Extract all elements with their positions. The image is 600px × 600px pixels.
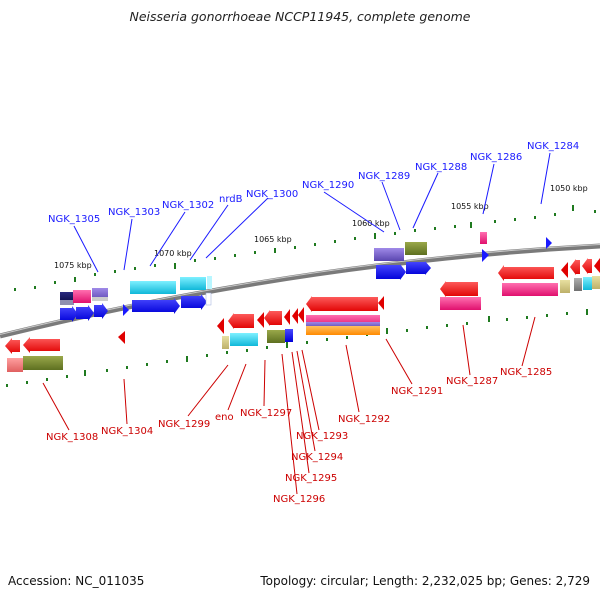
kbp-1070-label: 1070 kbp xyxy=(154,249,192,258)
label-ngk-1286[interactable]: NGK_1286 xyxy=(470,152,522,163)
bottom-leader-lines xyxy=(42,316,536,495)
label-nrdb[interactable]: nrdB xyxy=(219,194,243,205)
gene-ngk-1300-arrow[interactable] xyxy=(132,298,180,314)
gene-ngk-1303-arrow[interactable] xyxy=(123,304,129,316)
gene-ngk-1302-bar[interactable] xyxy=(130,281,176,294)
gene-ngk-1284-arrow[interactable] xyxy=(546,237,552,249)
label-ngk-1302[interactable]: NGK_1302 xyxy=(162,200,214,211)
accession-label: Accession: NC_011035 xyxy=(8,574,145,588)
label-ngk-1305[interactable]: NGK_1305 xyxy=(48,214,100,225)
gene-ngk-1308-arrow[interactable] xyxy=(5,338,20,354)
gene-ngk-1285-arrow[interactable] xyxy=(498,265,554,281)
kbp-1075-label: 1075 kbp xyxy=(54,261,92,270)
label-ngk-1308[interactable]: NGK_1308 xyxy=(46,432,98,443)
gene-ngk-1286-arrow[interactable] xyxy=(482,249,489,262)
label-ngk-1287[interactable]: NGK_1287 xyxy=(446,376,498,387)
label-ngk-1284[interactable]: NGK_1284 xyxy=(527,141,579,152)
label-ngk-1296[interactable]: NGK_1296 xyxy=(273,494,325,505)
label-ngk-1290[interactable]: NGK_1290 xyxy=(302,180,354,191)
kbp-1050-label: 1050 kbp xyxy=(550,184,588,193)
top-leader-lines xyxy=(73,152,551,273)
gene-ngk-1304-arrow[interactable] xyxy=(118,331,125,344)
kbp-1065-label: 1065 kbp xyxy=(254,235,292,244)
label-ngk-1300[interactable]: NGK_1300 xyxy=(246,189,298,200)
gene-ngk-1290-arrow[interactable] xyxy=(376,264,406,280)
label-ngk-1293[interactable]: NGK_1293 xyxy=(296,431,348,442)
label-ngk-1288[interactable]: NGK_1288 xyxy=(415,162,467,173)
forward-strand-features xyxy=(60,232,552,322)
label-ngk-1295[interactable]: NGK_1295 xyxy=(285,473,337,484)
label-ngk-1303[interactable]: NGK_1303 xyxy=(108,207,160,218)
label-ngk-1289[interactable]: NGK_1289 xyxy=(358,171,410,182)
label-ngk-1292[interactable]: NGK_1292 xyxy=(338,414,390,425)
label-eno[interactable]: eno xyxy=(215,412,234,423)
genome-title: Neisseria gonorrhoeae NCCP11945, complet… xyxy=(129,9,471,24)
label-ngk-1294[interactable]: NGK_1294 xyxy=(291,452,343,463)
kbp-1055-label: 1055 kbp xyxy=(451,202,489,211)
lower-tick-row xyxy=(6,309,588,387)
label-ngk-1299[interactable]: NGK_1299 xyxy=(158,419,210,430)
gene-eno-arrow[interactable] xyxy=(228,313,254,329)
gene-ngk-1286-bar[interactable] xyxy=(480,232,487,244)
label-ngk-1304[interactable]: NGK_1304 xyxy=(101,426,153,437)
gene-ngk-1297-arrow[interactable] xyxy=(264,310,282,326)
label-ngk-1297[interactable]: NGK_1297 xyxy=(240,408,292,419)
upper-tick-row xyxy=(14,205,596,291)
gene-ngk-1292-arrow[interactable] xyxy=(306,296,378,312)
gene-ngk-1293-arrow[interactable] xyxy=(298,307,304,323)
label-ngk-1291[interactable]: NGK_1291 xyxy=(391,386,443,397)
gene-ngk-1305-arrow[interactable] xyxy=(60,306,78,322)
gene-ngk-1289-bar[interactable] xyxy=(374,248,404,261)
gene-ngk-1287-arrow[interactable] xyxy=(440,281,478,297)
gene-ngk-1299-arrow[interactable] xyxy=(217,318,224,334)
reverse-strand-features xyxy=(5,258,600,372)
genome-summary-label: Topology: circular; Length: 2,232,025 bp… xyxy=(260,574,590,588)
label-ngk-1285[interactable]: NGK_1285 xyxy=(500,367,552,378)
